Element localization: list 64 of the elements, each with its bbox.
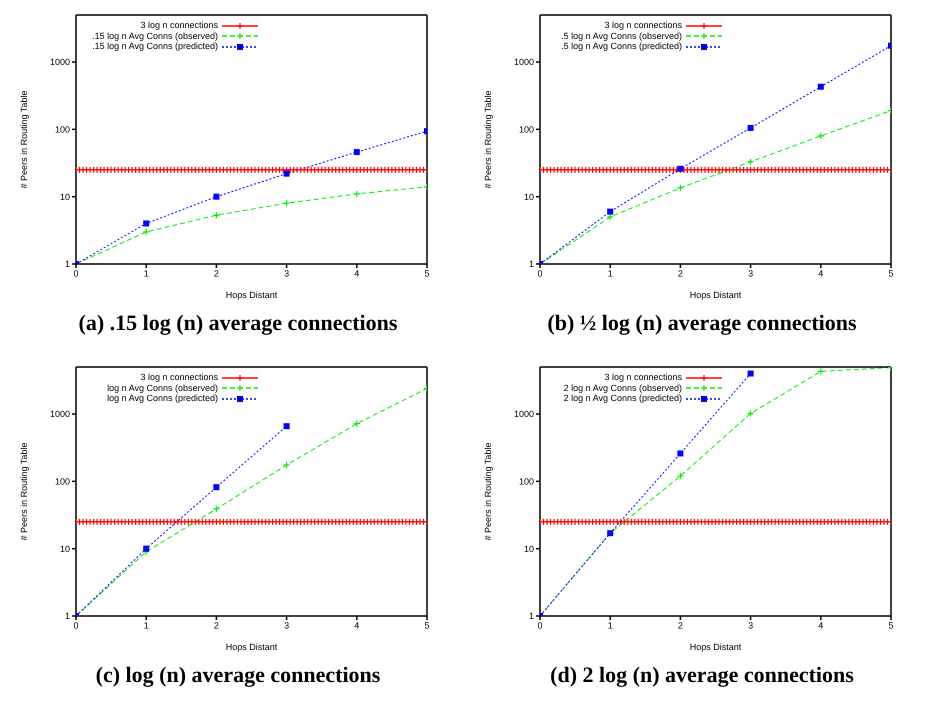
x-tick-label: 0 [73,268,79,278]
x-tick-label: 3 [748,620,754,630]
y-axis-title: # Peers in Routing Table [19,90,30,188]
y-tick-label: 100 [54,124,70,135]
x-tick-label: 2 [678,620,683,630]
y-tick-label: 100 [518,476,534,487]
text: (b) ½ log (n) average connections [546,310,858,336]
legend-label: 3 log n connections [140,372,218,382]
y-tick-label: 10 [60,192,70,202]
legend-label: .5 log n Avg Conns (observed) [561,30,682,41]
y-tick-label: 1000 [514,57,534,68]
legend-label: log n Avg Conns (predicted) [107,393,218,404]
x-tick-label: 5 [424,620,430,630]
y-tick-label: 1 [64,259,70,270]
x-tick-label: 1 [144,620,149,630]
x-tick-label: 0 [73,620,79,630]
x-tick-label: 5 [424,268,430,278]
legend-label: .5 log n Avg Conns (predicted) [561,41,682,52]
legend-label: 3 log n connections [604,20,682,30]
x-tick-label: 2 [214,268,219,278]
legend-label: 3 log n connections [604,372,682,382]
x-tick-label: 4 [818,268,824,278]
x-axis-title: Hops Distant [226,642,278,652]
legend-label: 2 log n Avg Conns (observed) [564,382,682,393]
legend-label: 3 log n connections [140,20,218,30]
x-tick-label: 1 [144,268,149,278]
legend-label: 2 log n Avg Conns (predicted) [564,393,682,404]
x-tick-label: 0 [537,268,543,278]
text: (c) log (n) average connections [94,662,382,688]
y-tick-label: 1 [528,259,534,270]
legend-label: .15 log n Avg Conns (predicted) [92,41,218,52]
legend-label: log n Avg Conns (observed) [107,382,218,393]
x-tick-label: 1 [608,268,613,278]
y-tick-label: 10 [524,192,534,202]
x-tick-label: 2 [678,268,683,278]
y-tick-label: 100 [518,124,534,135]
x-tick-label: 5 [888,268,894,278]
y-axis-title: # Peers in Routing Table [483,442,494,540]
x-axis-title: Hops Distant [226,290,278,300]
x-tick-label: 0 [537,620,543,630]
text: (a) .15 log (n) average connections [78,310,398,336]
y-tick-label: 10 [524,544,534,554]
y-axis-title: # Peers in Routing Table [483,90,494,188]
y-tick-label: 10 [60,544,70,554]
x-tick-label: 3 [748,268,754,278]
y-tick-label: 1000 [50,57,70,68]
y-tick-label: 100 [54,476,70,487]
x-tick-label: 5 [888,620,894,630]
x-tick-label: 3 [284,268,290,278]
text: (d) 2 log (n) average connections [549,662,855,688]
y-tick-label: 1 [528,611,534,622]
x-tick-label: 4 [818,620,824,630]
x-tick-label: 4 [354,268,360,278]
x-axis-title: Hops Distant [690,290,742,300]
y-axis-title: # Peers in Routing Table [19,442,30,540]
x-axis-title: Hops Distant [690,642,742,652]
x-tick-label: 3 [284,620,290,630]
x-tick-label: 1 [608,620,613,630]
x-tick-label: 4 [354,620,360,630]
y-tick-label: 1000 [50,409,70,420]
legend-label: .15 log n Avg Conns (observed) [92,30,218,41]
y-tick-label: 1 [64,611,70,622]
x-tick-label: 2 [214,620,219,630]
y-tick-label: 1000 [514,409,534,420]
